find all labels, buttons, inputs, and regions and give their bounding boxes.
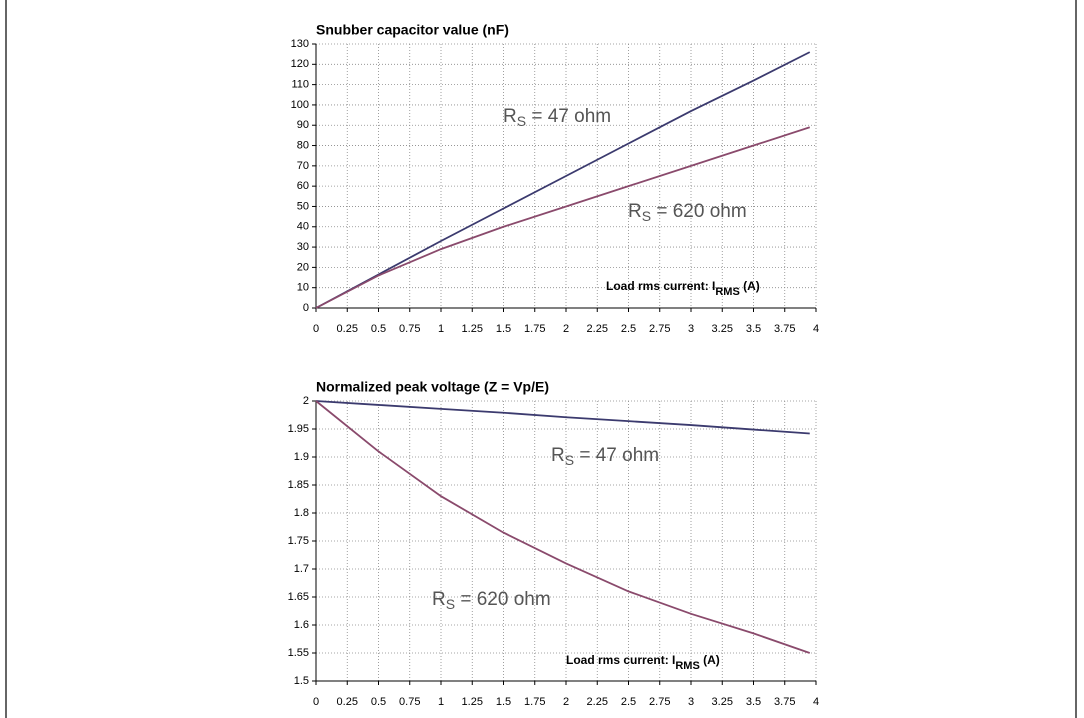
x-tick-label: 3: [688, 323, 694, 335]
annotation-sub: S: [642, 208, 651, 224]
annotation: RS = 620 ohm: [628, 201, 747, 224]
annotation: RS = 620 ohm: [432, 589, 551, 612]
x-tick-label: 3.5: [746, 696, 761, 708]
chart-title: Snubber capacitor value (nF): [316, 22, 509, 38]
x-tick-label: 3: [688, 696, 694, 708]
x-tick-label: 4: [813, 696, 819, 708]
series-line: [315, 126, 811, 309]
y-tick-label: 80: [297, 139, 309, 151]
y-tick-label: 1.55: [288, 647, 309, 659]
x-tick-label: 3.25: [712, 696, 733, 708]
x-tick-label: 0.25: [337, 323, 358, 335]
x-tick-label: 3.75: [774, 696, 795, 708]
annotation-main: R: [503, 106, 517, 127]
annotation-main: R: [432, 589, 446, 610]
y-tick-label: 30: [297, 241, 309, 253]
x-tick-label: 0: [313, 323, 319, 335]
y-tick-label: 100: [291, 99, 309, 111]
x-tick-label: 1.5: [496, 696, 511, 708]
y-tick-label: 130: [291, 38, 309, 50]
x-tick-label: 1: [438, 696, 444, 708]
x-tick-label: 2.5: [621, 323, 636, 335]
annotation-tail: = 47 ohm: [526, 106, 611, 127]
x-axis-label: Load rms current: IRMS (A): [566, 653, 720, 672]
y-tick-label: 1.85: [288, 479, 309, 491]
y-tick-label: 20: [297, 261, 309, 273]
x-tick-label: 2.5: [621, 696, 636, 708]
y-tick-label: 40: [297, 221, 309, 233]
x-tick-label: 3.5: [746, 323, 761, 335]
annotation-tail: = 620 ohm: [651, 201, 747, 222]
x-axis-label-sub: RMS: [675, 660, 699, 672]
annotation: RS = 47 ohm: [503, 106, 611, 129]
x-tick-label: 0.25: [337, 696, 358, 708]
y-tick-label: 120: [291, 58, 309, 70]
x-tick-label: 1.25: [462, 323, 483, 335]
y-tick-label: 60: [297, 180, 309, 192]
annotation-sub: S: [446, 596, 455, 612]
y-tick-label: 1.9: [294, 451, 309, 463]
x-tick-label: 1.25: [462, 696, 483, 708]
y-tick-label: 1.95: [288, 423, 309, 435]
annotation-sub: S: [565, 452, 574, 468]
series-line: [315, 400, 811, 654]
y-tick-label: 0: [303, 302, 309, 314]
y-tick-label: 1.6: [294, 619, 309, 631]
x-tick-label: 0.5: [371, 696, 386, 708]
annotation: RS = 47 ohm: [551, 445, 659, 468]
y-tick-label: 50: [297, 200, 309, 212]
y-tick-label: 1.7: [294, 563, 309, 575]
x-tick-label: 1.75: [524, 323, 545, 335]
x-tick-label: 2.25: [587, 323, 608, 335]
frame: [5, 0, 1077, 718]
x-axis-label-main: Load rms current: I: [606, 279, 715, 293]
y-tick-label: 90: [297, 119, 309, 131]
x-tick-label: 1.75: [524, 696, 545, 708]
x-tick-label: 2.75: [649, 323, 670, 335]
x-axis-label-main: Load rms current: I: [566, 653, 675, 667]
annotation-tail: = 47 ohm: [574, 445, 659, 466]
y-tick-label: 1.5: [294, 675, 309, 687]
x-tick-label: 0.75: [399, 696, 420, 708]
y-tick-label: 1.75: [288, 535, 309, 547]
x-tick-label: 0.75: [399, 323, 420, 335]
y-tick-label: 2: [303, 395, 309, 407]
x-tick-label: 2.75: [649, 696, 670, 708]
x-axis-label: Load rms current: IRMS (A): [606, 279, 760, 298]
chart-title: Normalized peak voltage (Z = Vp/E): [316, 379, 549, 395]
x-tick-label: 2: [563, 696, 569, 708]
y-tick-label: 1.8: [294, 507, 309, 519]
x-tick-label: 2: [563, 323, 569, 335]
x-axis-label-tail: (A): [700, 653, 720, 667]
y-tick-label: 110: [291, 79, 309, 91]
x-tick-label: 1.5: [496, 323, 511, 335]
y-tick-label: 70: [297, 160, 309, 172]
annotation-sub: S: [517, 113, 526, 129]
x-tick-label: 1: [438, 323, 444, 335]
y-tick-label: 1.65: [288, 591, 309, 603]
x-tick-label: 0.5: [371, 323, 386, 335]
annotation-main: R: [551, 445, 565, 466]
series-line: [315, 51, 811, 309]
x-axis-label-sub: RMS: [715, 286, 739, 298]
y-tick-label: 10: [297, 282, 309, 294]
x-tick-label: 0: [313, 696, 319, 708]
series-line: [315, 400, 810, 435]
annotation-tail: = 620 ohm: [455, 589, 551, 610]
annotation-main: R: [628, 201, 642, 222]
x-tick-label: 4: [813, 323, 819, 335]
x-tick-label: 3.75: [774, 323, 795, 335]
x-axis-label-tail: (A): [740, 279, 760, 293]
x-tick-label: 3.25: [712, 323, 733, 335]
x-tick-label: 2.25: [587, 696, 608, 708]
